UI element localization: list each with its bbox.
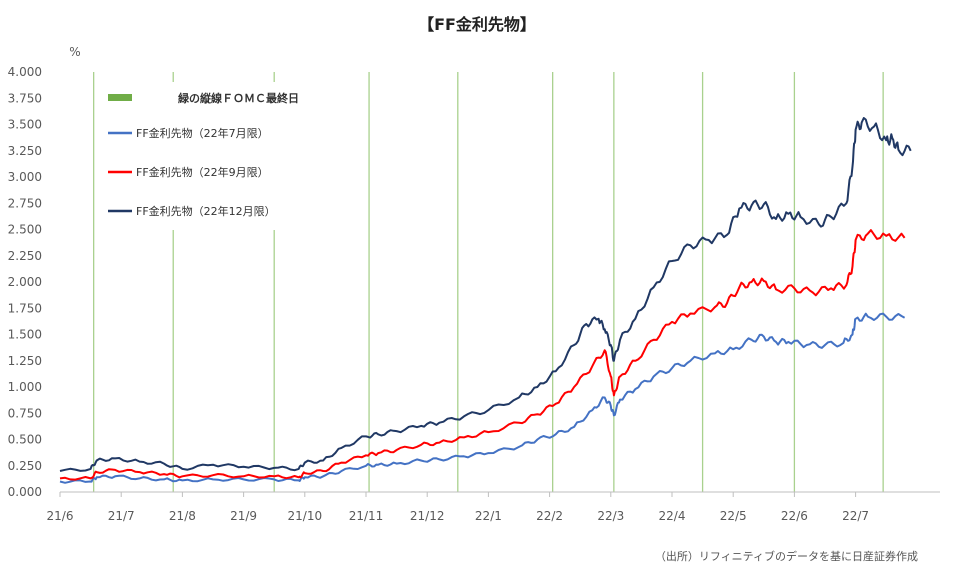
series-line-0 xyxy=(59,312,906,484)
y-tick-label: 0.500 xyxy=(8,433,42,447)
x-tick-label: 21/9 xyxy=(230,509,257,523)
x-tick-label: 22/4 xyxy=(659,509,686,523)
y-tick-label: 3.500 xyxy=(8,118,42,132)
legend-fomc-label: 緑の縦線ＦＯＭＣ最終日 xyxy=(178,91,299,105)
y-tick-label: 2.500 xyxy=(8,223,42,237)
x-tick-label: 22/7 xyxy=(842,509,869,523)
legend-label-sep: FF金利先物（22年9月限） xyxy=(136,165,269,179)
chart-title: 【FF金利先物】 xyxy=(418,15,536,34)
y-tick-label: 4.000 xyxy=(8,65,42,79)
y-tick-label: 3.750 xyxy=(8,91,42,105)
y-tick-label: 3.250 xyxy=(8,144,42,158)
x-tick-label: 21/8 xyxy=(169,509,196,523)
axes: 0.000 0.250 0.500 0.750 1.000 1.250 1.500 1.750… xyxy=(8,65,940,523)
legend-box xyxy=(95,82,365,230)
y-tick-label: 1.750 xyxy=(8,301,42,315)
source-note: （出所）リフィニティブのデータを基に日産証券作成 xyxy=(655,549,918,563)
y-tick-label: 0.250 xyxy=(8,459,42,473)
x-tick-label: 22/2 xyxy=(536,509,563,523)
legend-fomc-swatch xyxy=(108,94,132,101)
y-tick-label: 2.750 xyxy=(8,196,42,210)
series-line-1 xyxy=(59,229,906,481)
x-tick-label: 21/12 xyxy=(410,509,445,523)
y-unit-label: % xyxy=(69,45,80,59)
x-tick-label: 21/10 xyxy=(288,509,323,523)
x-tick-label: 22/3 xyxy=(597,509,624,523)
y-tick-label: 3.000 xyxy=(8,170,42,184)
y-tick-label: 0.000 xyxy=(8,485,42,499)
y-tick-label: 1.000 xyxy=(8,380,42,394)
y-tick-label: 2.000 xyxy=(8,275,42,289)
x-tick-label: 21/6 xyxy=(47,509,74,523)
x-tick-label: 21/7 xyxy=(108,509,135,523)
x-tick-label: 22/1 xyxy=(475,509,502,523)
y-tick-label: 1.500 xyxy=(8,328,42,342)
y-tick-label: 0.750 xyxy=(8,406,42,420)
x-tick-label: 22/6 xyxy=(781,509,808,523)
y-tick-label: 2.250 xyxy=(8,249,42,263)
x-tick-label: 21/11 xyxy=(349,509,384,523)
series-group xyxy=(59,117,912,484)
legend: 緑の縦線ＦＯＭＣ最終日 FF金利先物（22年7月限） FF金利先物（22年9月限… xyxy=(108,91,299,218)
series-line-2 xyxy=(59,117,912,472)
y-tick-label: 1.250 xyxy=(8,354,42,368)
legend-label-dec: FF金利先物（22年12月限） xyxy=(136,204,276,218)
legend-label-jul: FF金利先物（22年7月限） xyxy=(136,126,269,140)
x-tick-label: 22/5 xyxy=(720,509,747,523)
